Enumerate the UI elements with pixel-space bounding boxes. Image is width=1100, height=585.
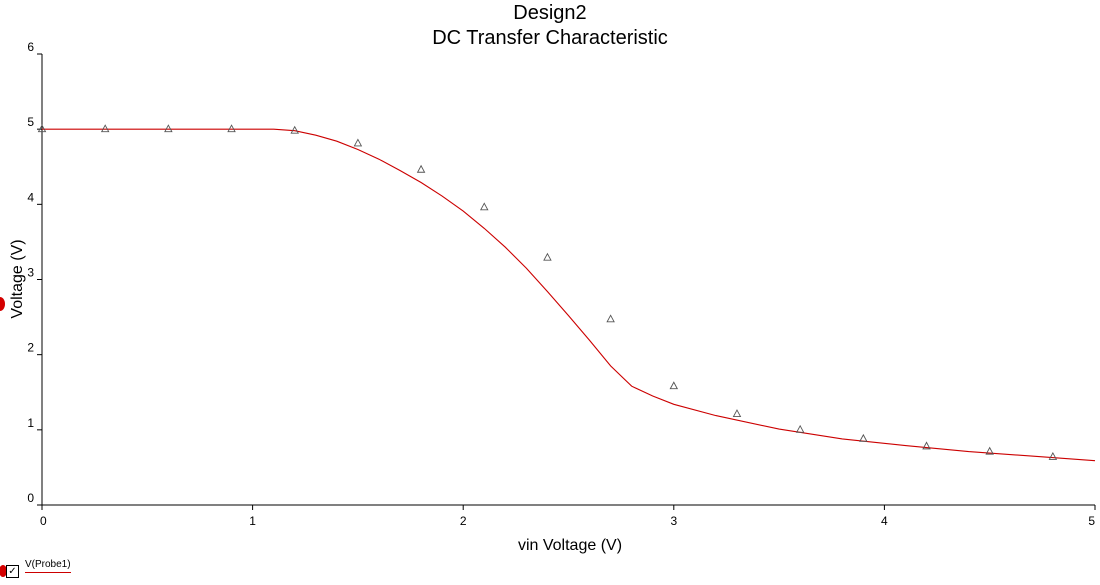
legend-swatch (25, 572, 71, 573)
data-point-marker (1048, 451, 1058, 460)
chart-title: Design2 (513, 2, 587, 24)
y-tick-label: 0 (27, 491, 34, 505)
data-point-marker (795, 424, 805, 433)
data-point-marker (732, 409, 742, 417)
data-point-marker (164, 124, 173, 133)
data-point-marker (922, 441, 931, 450)
legend-marker (0, 565, 7, 577)
x-tick-label: 4 (881, 514, 888, 528)
y-tick-label: 4 (27, 190, 34, 204)
data-point-marker (543, 252, 552, 261)
data-point-marker (669, 381, 679, 390)
x-tick-label: 5 (1088, 514, 1095, 528)
data-point-marker (227, 124, 236, 133)
data-point-marker (606, 314, 615, 323)
data-point-marker (416, 164, 426, 173)
chart-subtitle: DC Transfer Characteristic (432, 27, 668, 49)
x-tick-label: 3 (670, 514, 677, 528)
x-tick-label: 2 (460, 514, 467, 528)
data-point-marker (100, 124, 110, 133)
series-line (42, 128, 1096, 462)
x-axis-label: vin Voltage (V) (517, 537, 623, 554)
y-axis-label: Voltage (V) (9, 239, 26, 319)
data-point-marker (37, 124, 47, 133)
legend-label: V(Probe1) (25, 559, 71, 570)
data-point-marker (985, 446, 994, 455)
data-point-marker (480, 202, 489, 211)
data-point-marker (859, 433, 868, 442)
legend-checkbox[interactable]: ✓ (6, 565, 19, 578)
data-point-marker (353, 138, 363, 147)
y-tick-label: 2 (27, 341, 34, 355)
cursor-marker[interactable] (0, 297, 5, 311)
x-tick-label: 1 (249, 514, 256, 528)
y-tick-label: 1 (27, 416, 34, 430)
y-tick-label: 5 (27, 115, 34, 129)
y-tick-label: 6 (27, 40, 34, 54)
x-tick-label: 0 (40, 514, 47, 528)
data-point-marker (290, 125, 299, 134)
y-tick-label: 3 (27, 266, 34, 280)
